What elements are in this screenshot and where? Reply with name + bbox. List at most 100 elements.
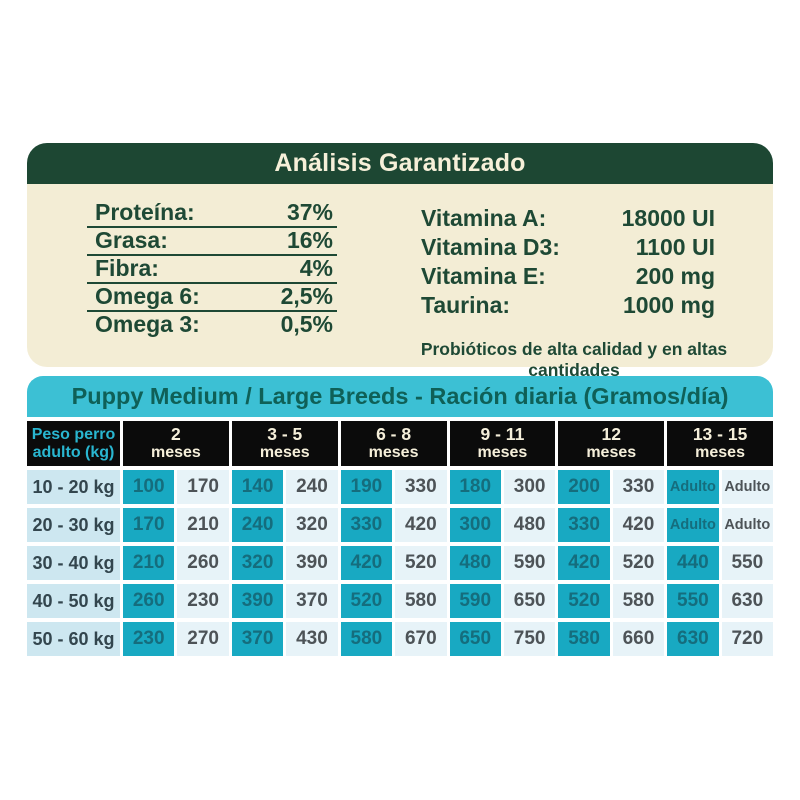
nutrient-row: Omega 6: 2,5%: [87, 284, 337, 312]
vitamin-value: 18000 UI: [621, 205, 715, 231]
value-cell: 140: [231, 470, 284, 504]
month-range: 2: [171, 424, 181, 445]
value-cell: 650: [449, 622, 501, 656]
value-cell: 580: [612, 584, 665, 618]
vitamin-value: 1000 mg: [622, 292, 715, 318]
month-header-cell: 9 - 11 meses: [449, 421, 556, 466]
value-cell: Adulto: [721, 508, 773, 542]
vitamin-label: Vitamina A:: [421, 205, 547, 231]
vitamin-label: Taurina:: [421, 292, 511, 318]
value-cell: 300: [503, 470, 556, 504]
value-cell: 320: [286, 508, 338, 542]
vitamin-row: Vitamina D3: 1100 UI: [421, 233, 715, 262]
value-cell: 580: [340, 622, 393, 656]
analysis-body: Proteína: 37% Grasa: 16% Fibra: 4% Omega…: [27, 184, 773, 380]
month-range: 12: [601, 424, 621, 445]
nutrient-list: Proteína: 37% Grasa: 16% Fibra: 4% Omega…: [87, 200, 337, 338]
value-cell: 270: [177, 622, 229, 656]
month-range: 13 - 15: [692, 424, 748, 445]
value-cell: 420: [612, 508, 665, 542]
month-range: 6 - 8: [376, 424, 412, 445]
nutrient-label: Fibra:: [95, 255, 159, 281]
value-cell: Adulto: [721, 470, 773, 504]
value-cell: 520: [340, 584, 393, 618]
value-cell: 390: [286, 546, 338, 580]
probiotics-note: Probióticos de alta calidad y en altas c…: [420, 339, 728, 380]
value-cell: 420: [558, 546, 610, 580]
nutrient-row: Fibra: 4%: [87, 256, 337, 284]
value-cell: 170: [123, 508, 175, 542]
nutrient-value: 16%: [286, 227, 333, 253]
vitamin-value: 200 mg: [635, 263, 715, 289]
value-cell: 170: [177, 470, 229, 504]
value-cell: 580: [558, 622, 610, 656]
value-cell: 630: [721, 584, 773, 618]
value-cell: 550: [721, 546, 773, 580]
month-unit: meses: [477, 444, 528, 462]
value-cell: 230: [177, 584, 229, 618]
nutrient-value: 4%: [299, 255, 333, 281]
feeding-table-title: Puppy Medium / Large Breeds - Ración dia…: [27, 376, 773, 417]
value-cell: 240: [286, 470, 338, 504]
nutrient-label: Proteína:: [95, 199, 195, 225]
month-header-cell: 13 - 15 meses: [667, 421, 773, 466]
month-range: 9 - 11: [480, 424, 525, 445]
value-cell: 190: [340, 470, 393, 504]
vitamin-row: Taurina: 1000 mg: [421, 291, 715, 320]
month-header-cell: 12 meses: [558, 421, 665, 466]
vitamin-row: Vitamina A: 18000 UI: [421, 204, 715, 233]
feeding-table-panel: Puppy Medium / Large Breeds - Ración dia…: [27, 376, 773, 656]
vitamin-row: Vitamina E: 200 mg: [421, 262, 715, 291]
month-header-cell: 6 - 8 meses: [340, 421, 447, 466]
value-cell: 660: [612, 622, 665, 656]
value-cell: 210: [177, 508, 229, 542]
weight-cell: 20 - 30 kg: [27, 508, 120, 542]
value-cell: Adulto: [667, 508, 719, 542]
month-unit: meses: [151, 444, 201, 462]
month-header-cell: 2 meses: [123, 421, 229, 466]
month-unit: meses: [695, 444, 745, 462]
value-cell: 520: [612, 546, 665, 580]
value-cell: 520: [395, 546, 447, 580]
weight-cell: 30 - 40 kg: [27, 546, 120, 580]
value-cell: 430: [286, 622, 338, 656]
value-cell: 650: [503, 584, 556, 618]
analysis-header-bar: Análisis Garantizado: [27, 143, 773, 184]
value-cell: 750: [503, 622, 556, 656]
value-cell: 580: [395, 584, 447, 618]
value-cell: 390: [231, 584, 284, 618]
value-cell: 210: [123, 546, 175, 580]
nutrient-value: 0,5%: [280, 311, 333, 337]
vitamin-value: 1100 UI: [635, 234, 715, 260]
weight-header-cell: Peso perro adulto (kg): [27, 421, 120, 466]
nutrient-row: Grasa: 16%: [87, 228, 337, 256]
month-unit: meses: [259, 444, 310, 462]
weight-cell: 10 - 20 kg: [27, 470, 120, 504]
value-cell: 590: [503, 546, 556, 580]
nutrient-value: 37%: [286, 199, 333, 225]
nutrient-value: 2,5%: [280, 283, 333, 309]
value-cell: 370: [231, 622, 284, 656]
value-cell: 480: [503, 508, 556, 542]
guaranteed-analysis-panel: Análisis Garantizado Proteína: 37% Grasa…: [27, 143, 773, 380]
value-cell: 520: [558, 584, 610, 618]
value-cell: Adulto: [667, 470, 719, 504]
value-cell: 300: [449, 508, 501, 542]
value-cell: 230: [123, 622, 175, 656]
nutrient-label: Omega 3:: [95, 311, 200, 337]
feeding-table: Peso perro adulto (kg) 2 meses 3 - 5 mes…: [27, 421, 773, 656]
nutrient-row: Proteína: 37%: [87, 200, 337, 228]
value-cell: 200: [558, 470, 610, 504]
value-cell: 370: [286, 584, 338, 618]
value-cell: 590: [449, 584, 501, 618]
nutrient-row: Omega 3: 0,5%: [87, 312, 337, 338]
nutrient-label: Grasa:: [95, 227, 168, 253]
value-cell: 240: [231, 508, 284, 542]
value-cell: 420: [395, 508, 447, 542]
value-cell: 630: [667, 622, 719, 656]
nutrient-label: Omega 6:: [95, 283, 200, 309]
value-cell: 260: [123, 584, 175, 618]
value-cell: 480: [449, 546, 501, 580]
value-cell: 320: [231, 546, 284, 580]
